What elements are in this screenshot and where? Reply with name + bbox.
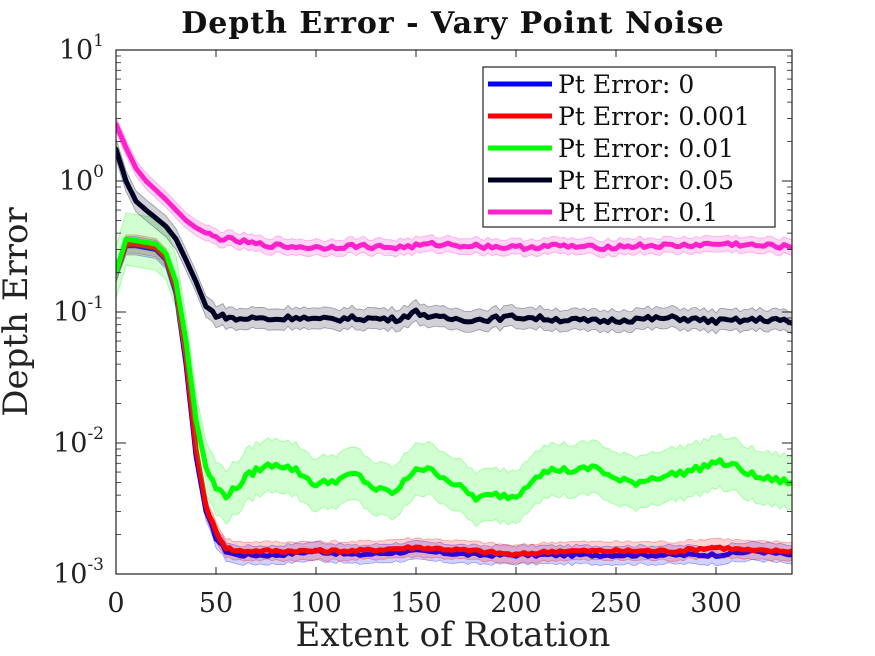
series-line-0 xyxy=(116,243,792,559)
series-group xyxy=(116,116,792,567)
series-line-2 xyxy=(116,236,792,503)
legend-label: Pt Error: 0.01 xyxy=(558,134,734,163)
plot-area xyxy=(116,116,792,567)
x-tick-label: 300 xyxy=(690,588,742,619)
series-line-3 xyxy=(116,146,792,326)
series-band-2 xyxy=(116,212,792,528)
legend-label: Pt Error: 0.1 xyxy=(558,198,718,227)
x-tick-label: 50 xyxy=(199,588,233,619)
y-tick-label: 10-1 xyxy=(53,293,104,328)
y-axis-ticks: 10-3 10-2 10-1 100 101 xyxy=(53,31,792,590)
y-axis-label: Depth Error xyxy=(0,206,36,416)
y-tick-label: 10-3 xyxy=(53,555,104,590)
x-tick-label: 150 xyxy=(390,588,442,619)
x-axis-label: Extent of Rotation xyxy=(296,615,611,655)
series-band-3 xyxy=(116,138,792,335)
y-tick-label: 101 xyxy=(59,31,104,66)
series-band-1 xyxy=(116,234,792,565)
y-tick-label: 100 xyxy=(59,162,104,197)
legend-label: Pt Error: 0 xyxy=(558,70,694,99)
x-tick-label: 200 xyxy=(490,588,542,619)
x-tick-label: 100 xyxy=(290,588,342,619)
x-axis-ticks: 0 50 100 150 200 250 300 xyxy=(107,50,742,619)
series-line-4 xyxy=(116,122,792,252)
chart-title: Depth Error - Vary Point Noise xyxy=(181,6,725,41)
legend: Pt Error: 0 Pt Error: 0.001 Pt Error: 0.01… xyxy=(482,66,776,228)
series-line-1 xyxy=(116,241,792,558)
legend-label: Pt Error: 0.05 xyxy=(558,166,734,195)
x-tick-label: 250 xyxy=(590,588,642,619)
y-tick-label: 10-2 xyxy=(53,424,104,459)
series-band-0 xyxy=(116,236,792,567)
legend-label: Pt Error: 0.001 xyxy=(558,102,750,131)
x-tick-label: 0 xyxy=(107,588,124,619)
